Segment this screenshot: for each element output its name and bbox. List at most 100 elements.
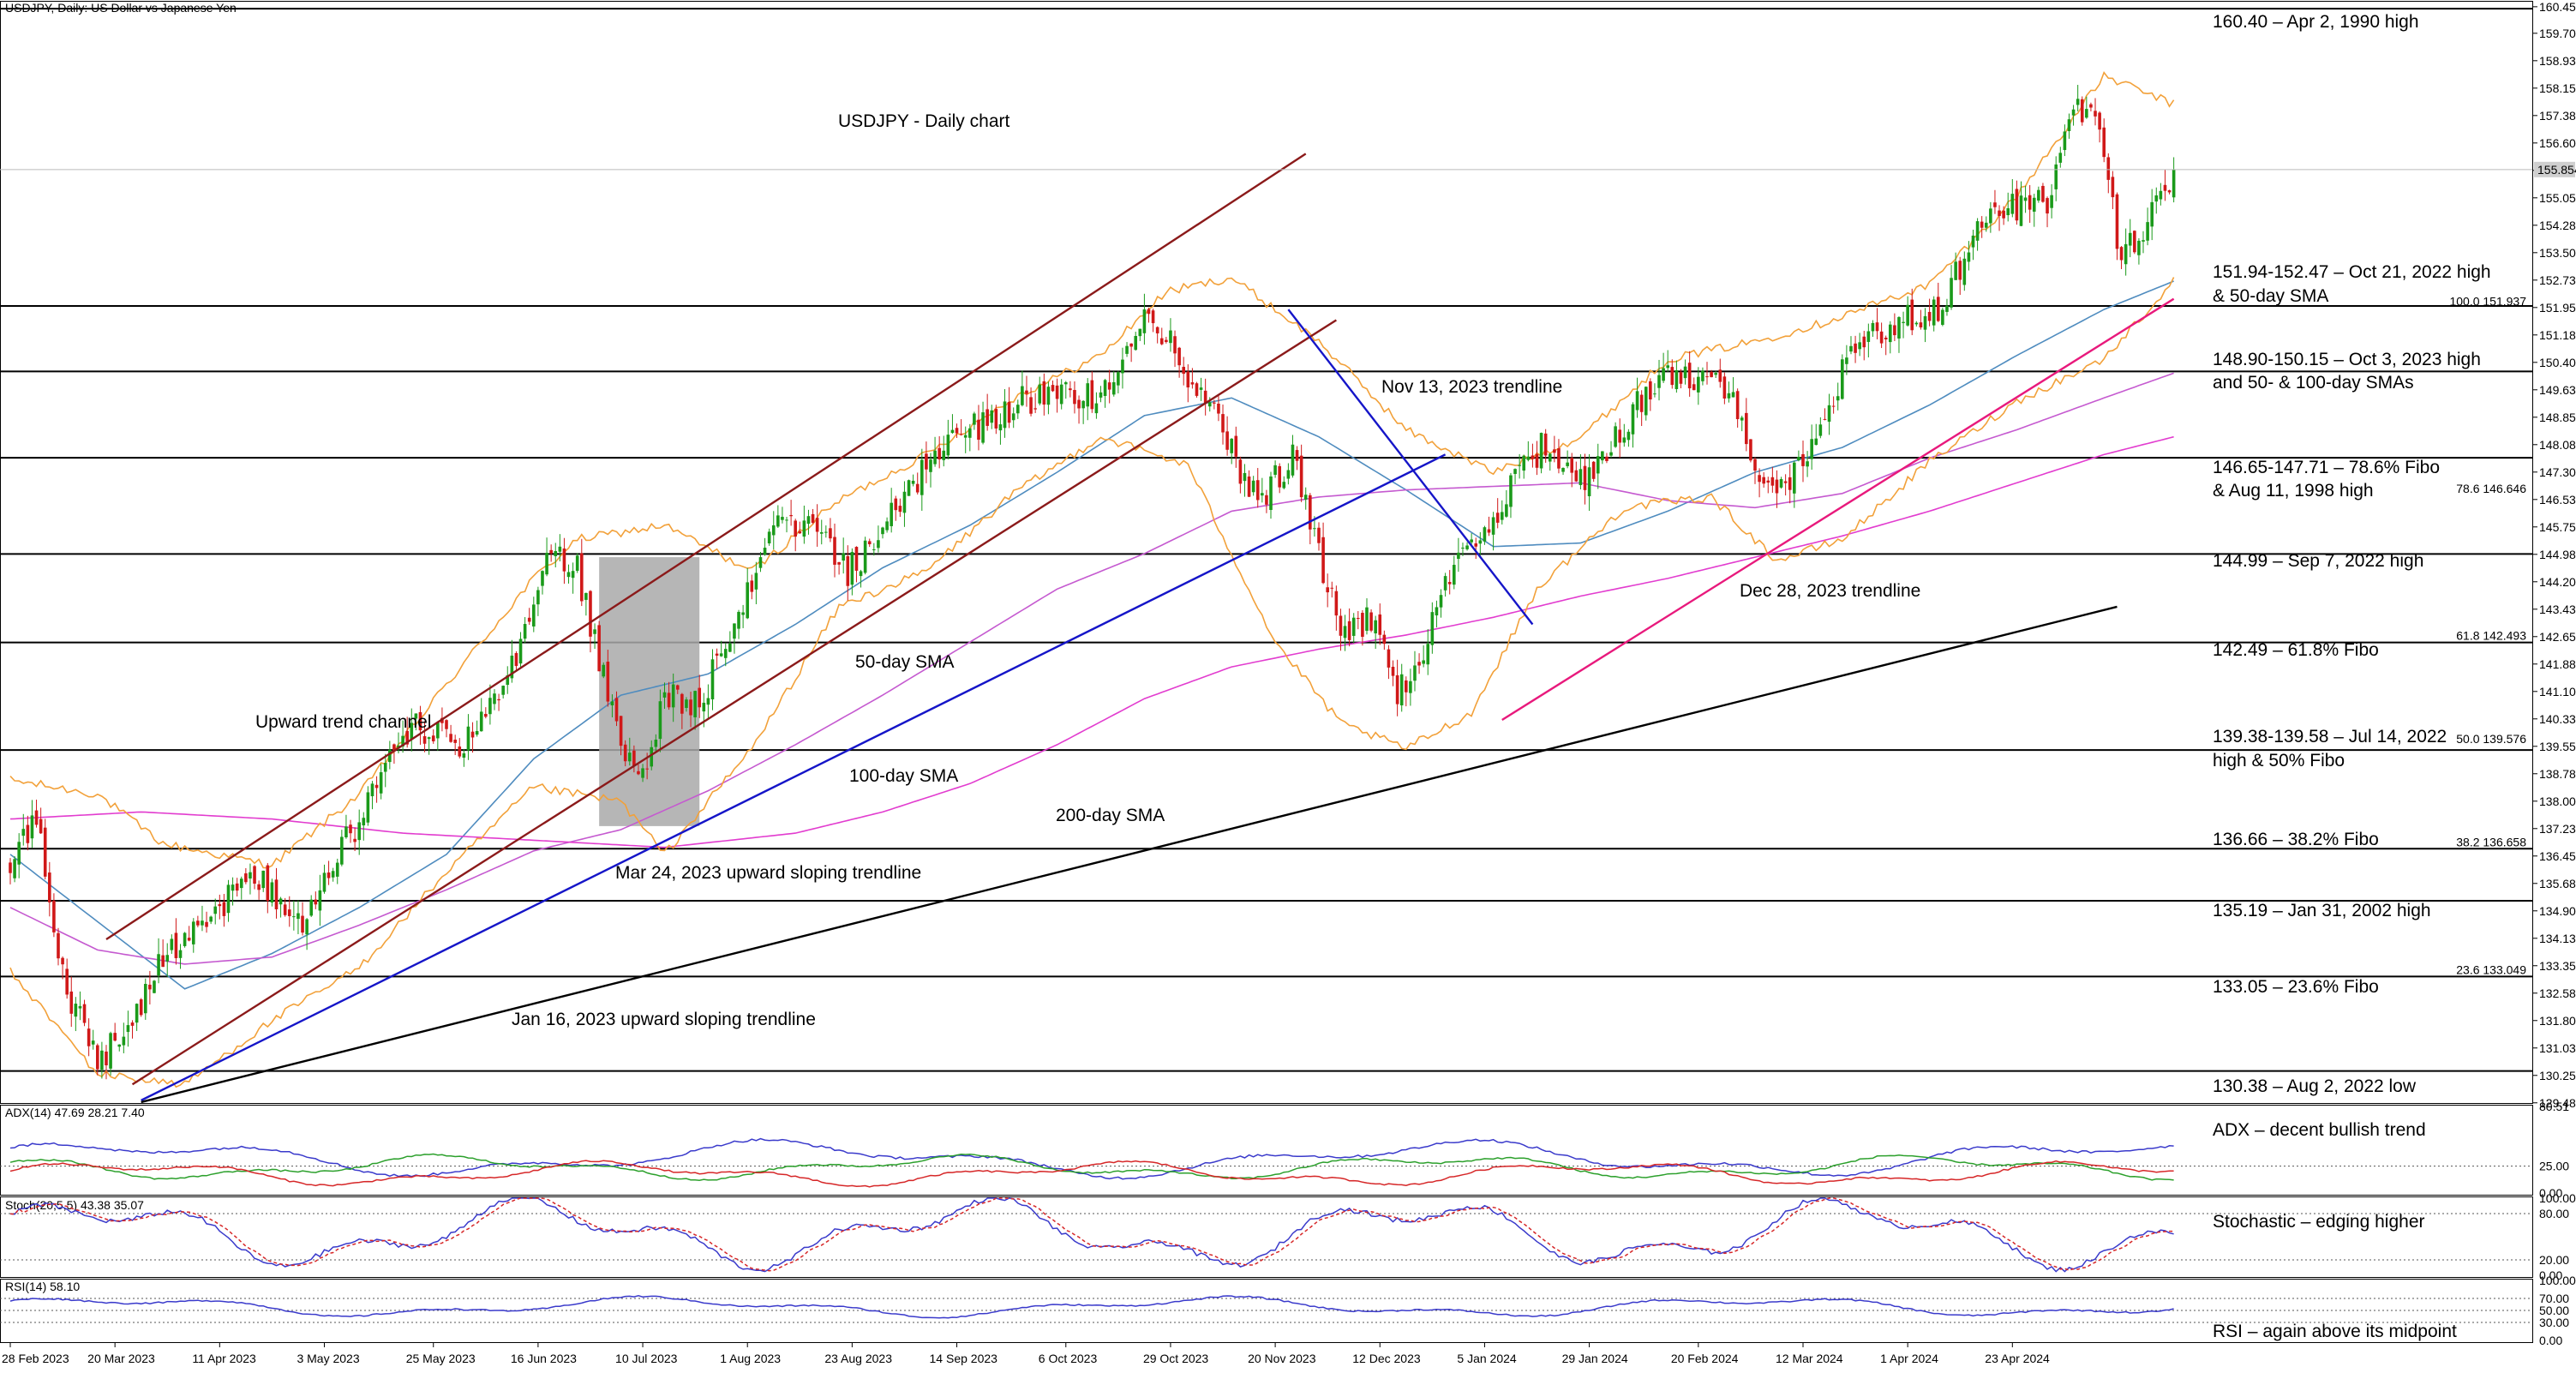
- candle-body-387: [1697, 376, 1700, 393]
- candle-body-342: [1500, 512, 1504, 520]
- candle-body-244: [1073, 390, 1076, 405]
- candle-body-60: [270, 882, 274, 903]
- candle-body-428: [1875, 322, 1879, 332]
- indicator-frame-0: [0, 1105, 2533, 1196]
- candle-body-80: [357, 822, 361, 841]
- candle-body-223: [981, 412, 985, 443]
- candle-body-156: [689, 699, 692, 716]
- candle-body-185: [815, 518, 819, 532]
- candle-body-292: [1282, 482, 1286, 489]
- candle-body-394: [1727, 393, 1731, 399]
- candle-body-165: [728, 643, 732, 652]
- candle-body-263: [1155, 327, 1159, 333]
- candle-body-291: [1278, 465, 1281, 488]
- candle-body-57: [257, 884, 261, 890]
- candle-body-31: [143, 984, 147, 1014]
- price-tick-label-19: 145.755: [2539, 520, 2576, 534]
- price-tick-label-33: 134.905: [2539, 904, 2576, 918]
- price-tick-label-26: 140.330: [2539, 712, 2576, 726]
- candle-body-259: [1138, 328, 1142, 337]
- candle-body-433: [1897, 317, 1901, 339]
- candle-body-137: [606, 662, 610, 702]
- candle-body-257: [1129, 343, 1133, 347]
- candle-body-230: [1011, 413, 1015, 421]
- candle-body-150: [662, 692, 667, 698]
- candle-body-45: [205, 921, 208, 927]
- candle-body-33: [153, 980, 156, 993]
- candle-body-55: [249, 872, 252, 879]
- level-label-4: 144.99 – Sep 7, 2022 high: [2213, 551, 2423, 571]
- price-tick-label-4: 157.380: [2539, 109, 2576, 123]
- price-tick-label-0: 160.455: [2539, 0, 2576, 14]
- candle-body-93: [414, 713, 418, 719]
- candle-body-283: [1243, 472, 1247, 482]
- candle-body-294: [1291, 444, 1295, 476]
- candle-body-32: [148, 984, 152, 990]
- candle-body-12: [61, 957, 64, 965]
- candle-body-345: [1513, 469, 1517, 474]
- candle-body-246: [1081, 400, 1085, 409]
- candle-body-210: [925, 453, 928, 470]
- candle-body-10: [52, 900, 56, 932]
- candle-body-494: [2163, 184, 2167, 191]
- annotation-sma100: 100-day SMA: [849, 766, 958, 786]
- candle-body-420: [1841, 359, 1844, 399]
- candle-body-361: [1583, 465, 1587, 490]
- candle-body-460: [2015, 189, 2019, 221]
- candle-body-301: [1321, 537, 1325, 584]
- annotation-mar24-trendline: Mar 24, 2023 upward sloping trendline: [615, 863, 921, 883]
- candle-body-340: [1491, 517, 1495, 535]
- candle-body-25: [117, 1044, 122, 1047]
- candle-body-310: [1361, 613, 1364, 638]
- price-tick-label-34: 134.130: [2539, 932, 2576, 945]
- candle-body-296: [1299, 455, 1303, 498]
- candle-body-456: [1998, 210, 2001, 216]
- candle-body-37: [170, 938, 174, 950]
- candle-body-399: [1749, 439, 1752, 461]
- candle-body-427: [1871, 322, 1875, 332]
- candle-body-355: [1557, 448, 1561, 469]
- candle-body-458: [2006, 208, 2010, 216]
- candle-body-304: [1334, 591, 1339, 616]
- candle-body-328: [1439, 595, 1443, 608]
- candle-body-475: [2080, 99, 2084, 123]
- candle-body-204: [898, 506, 902, 513]
- candle-body-457: [2002, 210, 2005, 219]
- fibo-label-1: 78.6 146.646: [2456, 482, 2526, 495]
- candle-body-168: [741, 612, 745, 615]
- candle-body-66: [297, 913, 300, 920]
- candle-body-486: [2128, 232, 2132, 246]
- candle-body-3: [21, 829, 26, 836]
- candle-body-102: [453, 739, 457, 743]
- candle-body-343: [1505, 504, 1508, 517]
- candle-body-493: [2159, 190, 2163, 200]
- candle-body-7: [39, 818, 43, 834]
- candle-body-496: [2172, 169, 2176, 198]
- price-pane-frame: [0, 1, 2533, 1104]
- candle-body-332: [1457, 552, 1460, 560]
- trendline-mar24: [141, 453, 1447, 1101]
- candle-body-480: [2102, 127, 2106, 158]
- candle-body-455: [1993, 202, 1997, 207]
- candle-body-305: [1339, 615, 1343, 636]
- candle-body-52: [235, 883, 239, 891]
- candle-body-256: [1125, 345, 1129, 354]
- candle-body-213: [938, 447, 941, 459]
- candle-body-104: [462, 752, 466, 758]
- chart-title: USDJPY - Daily chart: [838, 111, 1009, 131]
- candle-body-444: [1945, 305, 1949, 312]
- candle-body-302: [1326, 587, 1329, 593]
- trendline-dec28: [1501, 297, 2175, 722]
- level-label-2: 148.90-150.15 – Oct 3, 2023 high: [2213, 350, 2481, 369]
- candle-body-74: [331, 871, 335, 878]
- level-label2-1: & 50-day SMA: [2213, 286, 2328, 306]
- candle-body-157: [693, 691, 697, 717]
- date-tick-label-0: 28 Feb 2023: [2, 1352, 69, 1365]
- candle-body-183: [806, 516, 811, 525]
- candle-body-249: [1094, 403, 1099, 414]
- candle-body-451: [1975, 221, 1980, 241]
- candle-body-253: [1111, 381, 1116, 395]
- candle-body-205: [902, 491, 907, 513]
- candle-body-212: [933, 450, 937, 465]
- candle-body-277: [1217, 403, 1220, 414]
